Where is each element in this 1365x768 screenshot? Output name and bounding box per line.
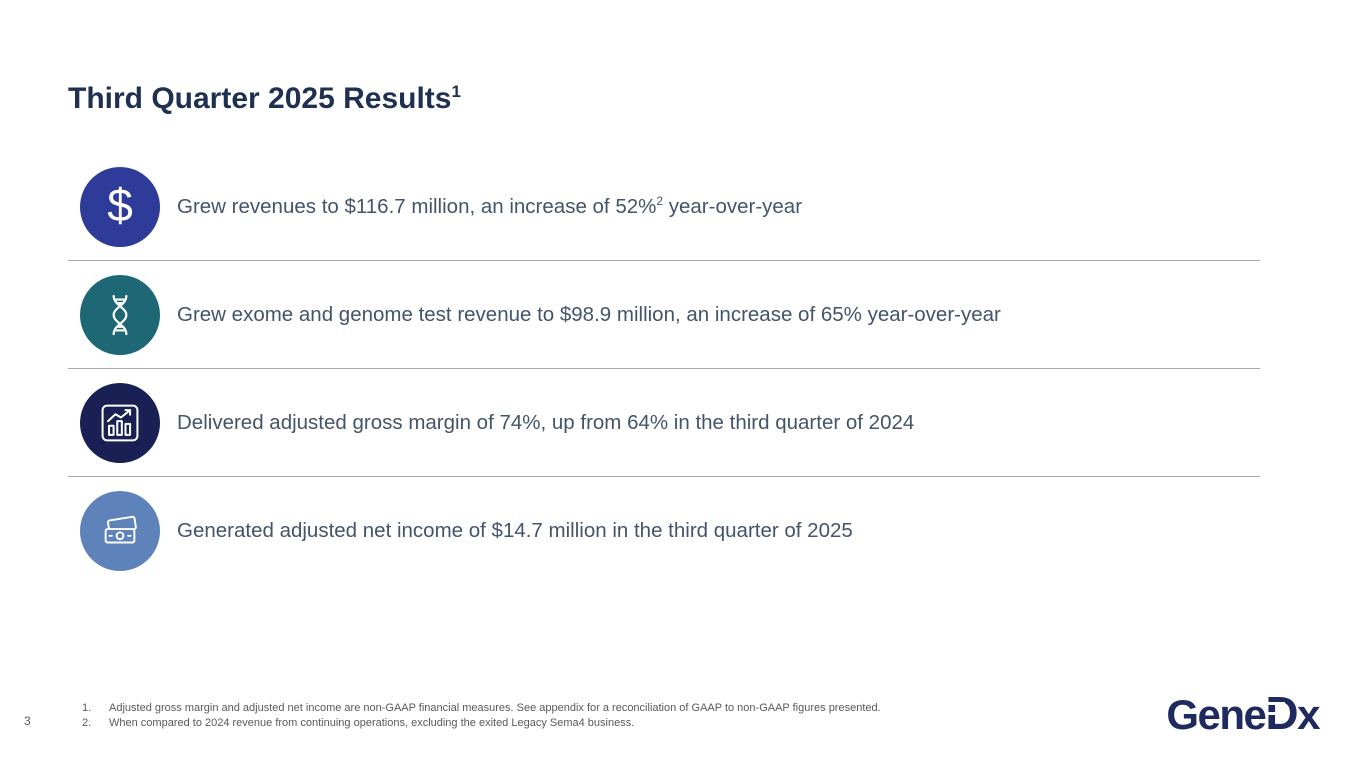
list-item-text-pre: Delivered adjusted gross margin of 74%, … <box>177 410 915 434</box>
footnote-number: 1. <box>82 702 92 714</box>
list-item-text: Grew revenues to $116.7 million, an incr… <box>177 194 802 219</box>
logo-letter-x: x <box>1297 691 1320 738</box>
icon-circle <box>80 382 160 463</box>
list-item-superscript: 2 <box>656 194 664 209</box>
footnote-number: 2. <box>82 716 92 729</box>
banknotes-icon <box>104 515 137 543</box>
logo-letter-d: D <box>1265 687 1298 739</box>
list-item-gross-margin: Delivered adjusted gross margin of 74%, … <box>68 369 1260 477</box>
icon-circle: $ <box>80 166 160 247</box>
footnote-text: When compared to 2024 revenue from conti… <box>109 716 635 729</box>
results-list: $ Grew revenues to $116.7 million, an in… <box>68 153 1260 584</box>
page-title-superscript: 1 <box>451 82 461 101</box>
list-item-text: Delivered adjusted gross margin of 74%, … <box>177 410 914 435</box>
footnotes: 1. Adjusted gross margin and adjusted ne… <box>82 701 881 730</box>
logo-text-gene: Gene <box>1166 691 1267 738</box>
list-item-revenue: $ Grew revenues to $116.7 million, an in… <box>68 153 1260 261</box>
list-item-text: Generated adjusted net income of $14.7 m… <box>177 518 853 543</box>
icon-circle <box>80 490 160 571</box>
bar-chart-icon <box>101 404 139 441</box>
list-item-net-income: Generated adjusted net income of $14.7 m… <box>68 477 1260 584</box>
page-title: Third Quarter 2025 Results1 <box>68 82 461 116</box>
page-number: 3 <box>24 714 31 728</box>
list-item-test-revenue: Grew exome and genome test revenue to $9… <box>68 261 1260 369</box>
dollar-icon: $ <box>107 179 133 231</box>
footnote-2: 2. When compared to 2024 revenue from co… <box>82 716 881 731</box>
page-title-text: Third Quarter 2025 Results <box>68 82 452 115</box>
footnote-text: Adjusted gross margin and adjusted net i… <box>109 702 881 714</box>
list-item-text-pre: Generated adjusted net income of $14.7 m… <box>177 518 853 542</box>
icon-circle <box>80 274 160 355</box>
list-item-text: Grew exome and genome test revenue to $9… <box>177 302 1001 327</box>
dna-icon <box>112 294 128 335</box>
list-item-text-pre: Grew revenues to $116.7 million, an incr… <box>177 194 657 218</box>
footnote-1: 1. Adjusted gross margin and adjusted ne… <box>82 701 881 716</box>
list-item-text-pre: Grew exome and genome test revenue to $9… <box>177 302 1001 326</box>
list-item-text-post: year-over-year <box>663 194 803 218</box>
